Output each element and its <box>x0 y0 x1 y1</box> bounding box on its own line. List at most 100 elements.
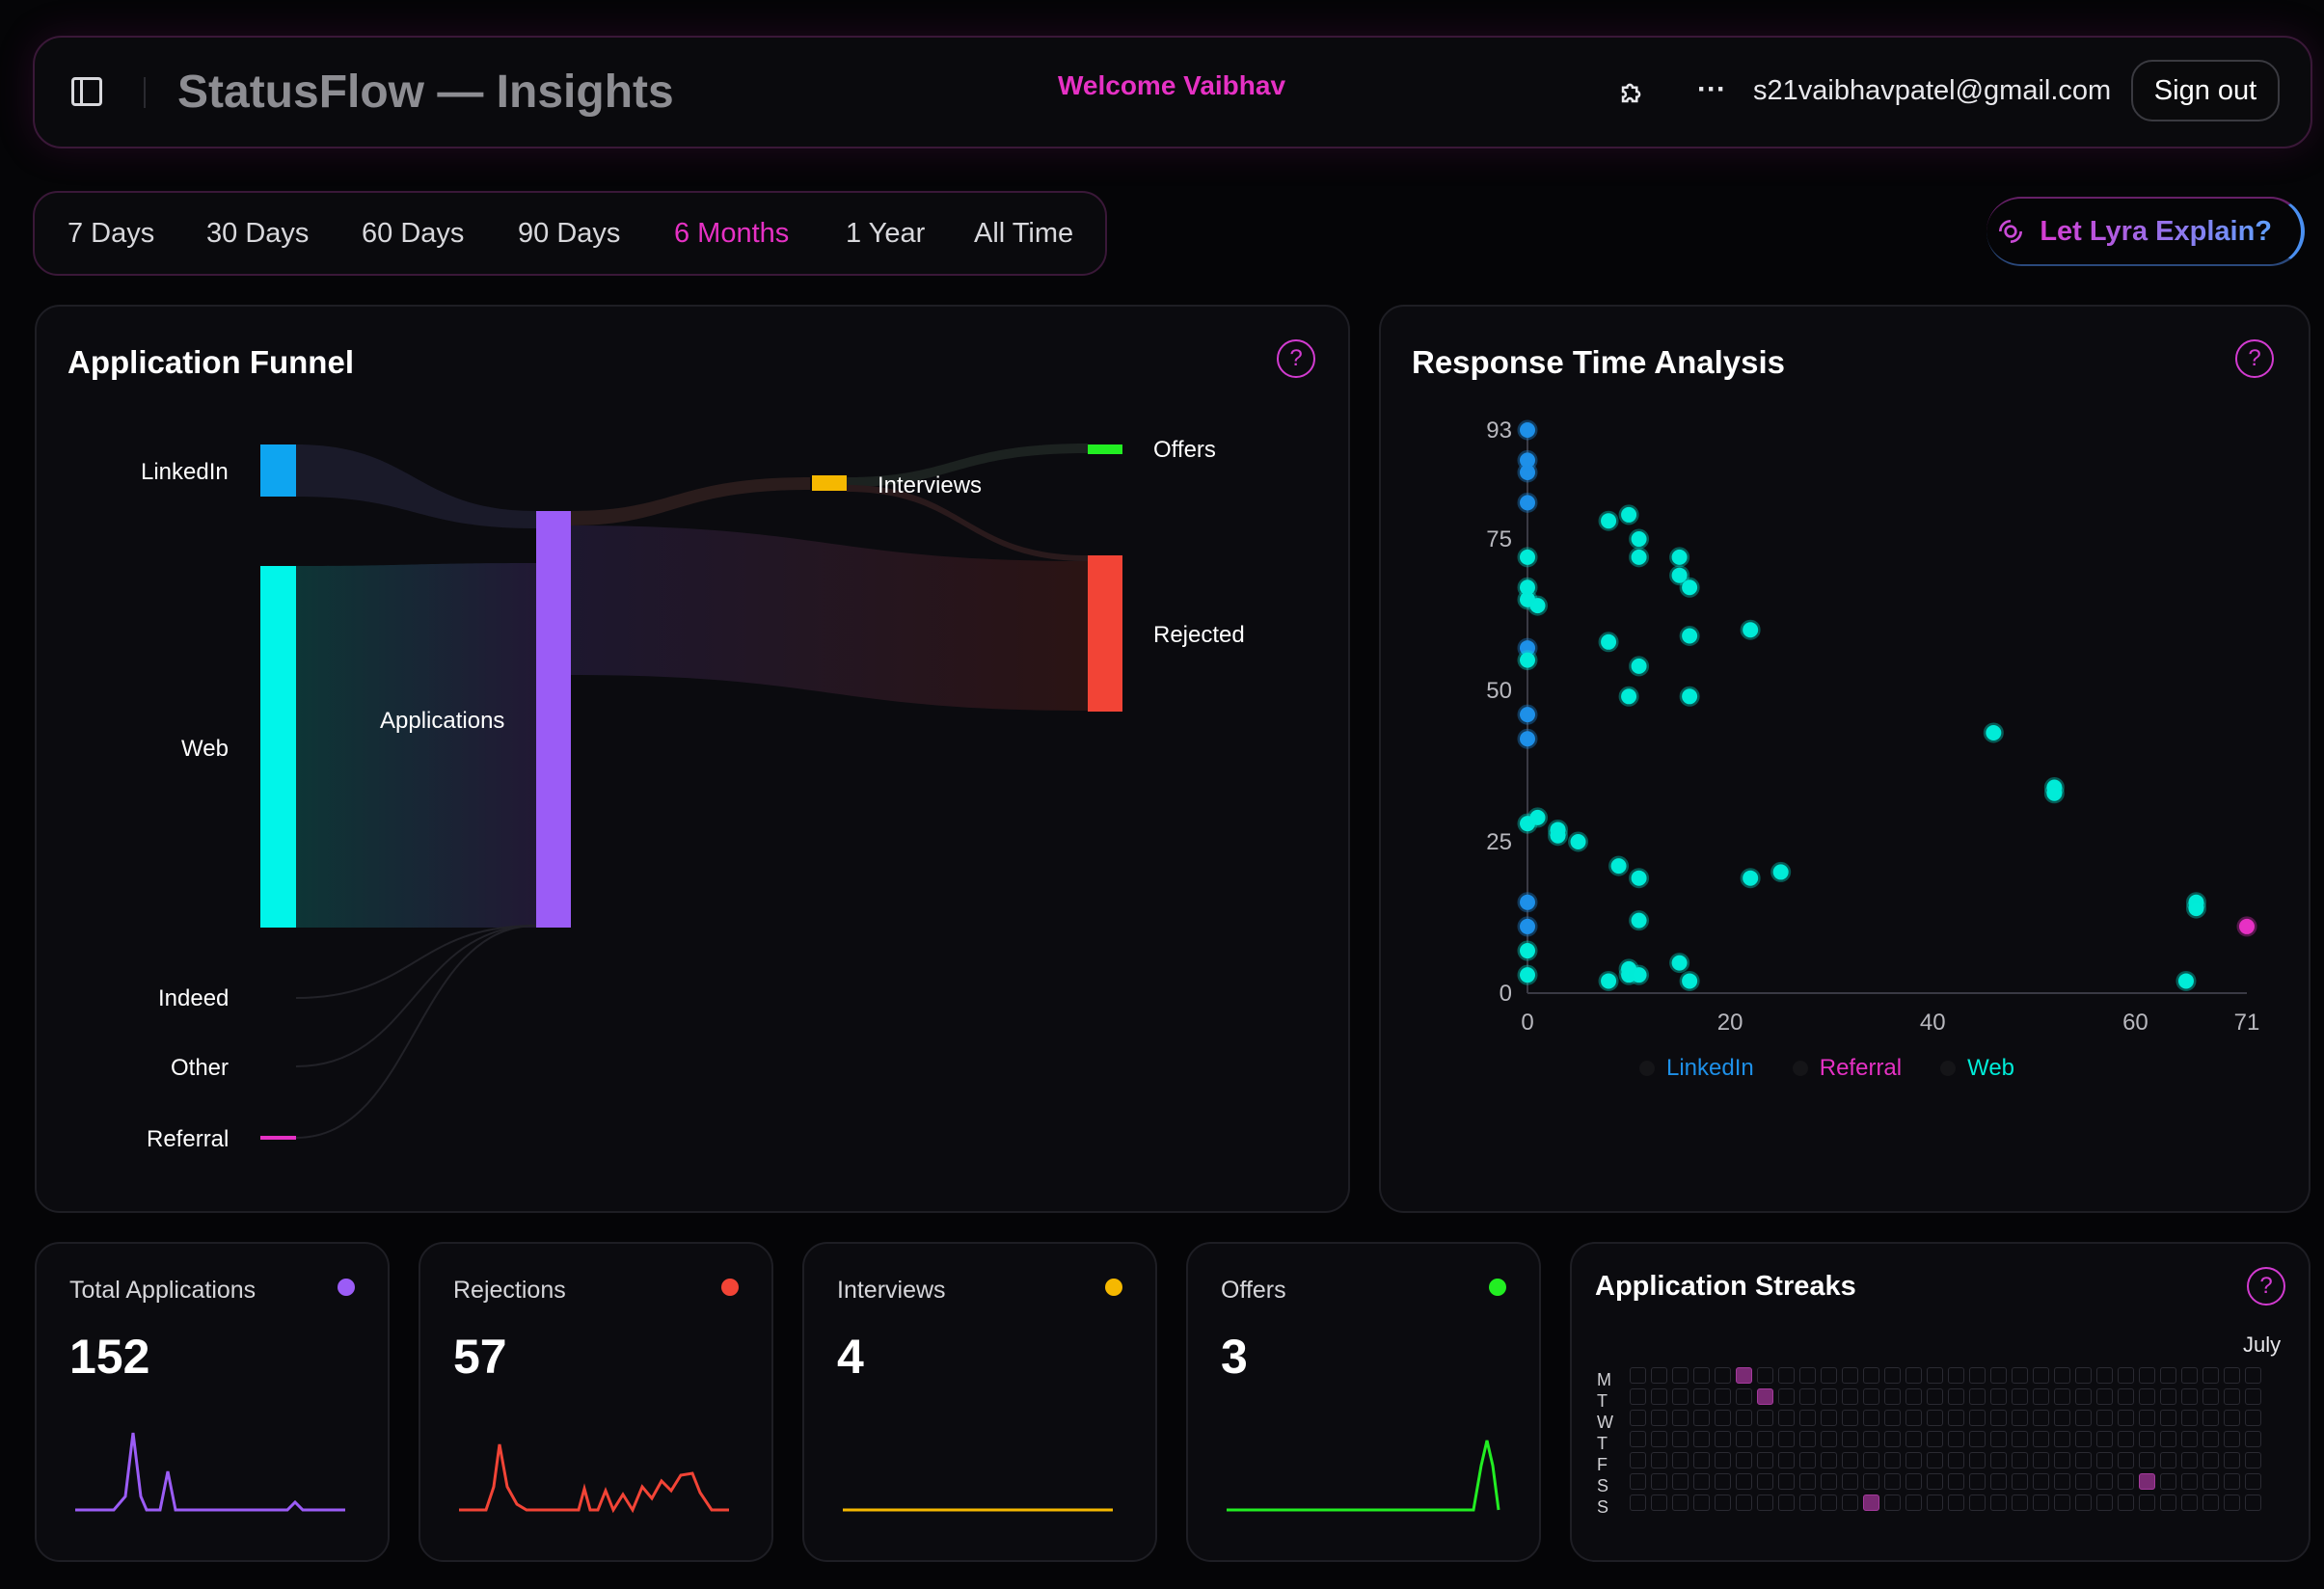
streak-cell <box>1778 1410 1795 1426</box>
streak-cell <box>2245 1452 2261 1468</box>
streak-cell <box>1693 1410 1710 1426</box>
scatter-point-web <box>1669 953 1690 974</box>
flow-interviews-rejected <box>847 485 1088 561</box>
streak-cell <box>2033 1473 2049 1490</box>
streak-cell <box>2245 1431 2261 1447</box>
tab-90-days[interactable]: 90 Days <box>518 218 621 249</box>
puzzle-icon[interactable] <box>1616 75 1649 108</box>
scatter-point-linkedin <box>1517 704 1538 725</box>
label-other: Other <box>171 1055 230 1081</box>
streaks-heatmap <box>1630 1367 2266 1522</box>
stat-indicator-dot <box>721 1279 739 1296</box>
streak-cell <box>2224 1410 2240 1426</box>
streak-day-label: M <box>1597 1370 1611 1389</box>
more-options-icon[interactable]: ··· <box>1697 73 1726 105</box>
streak-cell <box>1863 1410 1879 1426</box>
label-referral: Referral <box>147 1126 230 1152</box>
streak-cell <box>1821 1473 1837 1490</box>
streak-cell <box>1969 1367 1986 1384</box>
streak-cell <box>1884 1473 1901 1490</box>
streak-cell <box>2054 1473 2070 1490</box>
streak-cell <box>1778 1388 1795 1405</box>
tab-all-time[interactable]: All Time <box>974 218 1074 249</box>
sidebar-toggle-icon[interactable] <box>71 77 102 106</box>
y-tick-label: 93 <box>1486 417 1512 444</box>
streak-cell <box>1969 1495 1986 1511</box>
legend-linkedin[interactable]: LinkedIn <box>1639 1055 1754 1082</box>
streak-cell <box>2224 1431 2240 1447</box>
streak-cell <box>2160 1495 2176 1511</box>
streak-cell <box>2096 1410 2113 1426</box>
streak-cell <box>1863 1431 1879 1447</box>
legend-referral[interactable]: Referral <box>1792 1055 1902 1082</box>
streak-cell <box>2054 1367 2070 1384</box>
stat-indicator-dot <box>1105 1279 1122 1296</box>
streak-cell <box>1651 1473 1667 1490</box>
streak-cell <box>1990 1495 2007 1511</box>
tab-1-year[interactable]: 1 Year <box>846 218 926 249</box>
streak-cell <box>2118 1388 2134 1405</box>
streak-cell <box>1948 1495 1964 1511</box>
scatter-point-web <box>1517 964 1538 985</box>
sign-out-button[interactable]: Sign out <box>2131 60 2280 121</box>
streak-cell <box>1799 1431 1816 1447</box>
stat-sparkline <box>1227 1440 1500 1512</box>
streak-cell <box>2012 1431 2028 1447</box>
streak-cell <box>2160 1410 2176 1426</box>
streak-cell <box>2118 1473 2134 1490</box>
streak-cell <box>1672 1495 1689 1511</box>
streak-cell <box>1990 1473 2007 1490</box>
streak-cell <box>2245 1410 2261 1426</box>
time-range-tabs: 7 Days 30 Days 60 Days 90 Days 6 Months … <box>33 191 1107 276</box>
scatter-point-web <box>1770 861 1792 882</box>
streak-cell <box>1905 1367 1922 1384</box>
legend-web[interactable]: Web <box>1940 1055 2014 1082</box>
streak-cell <box>2118 1367 2134 1384</box>
streak-cell <box>1736 1388 1752 1405</box>
tab-7-days[interactable]: 7 Days <box>68 218 155 249</box>
funnel-help-icon[interactable]: ? <box>1277 339 1315 378</box>
flow-referral <box>295 925 537 1139</box>
flow-linkedin-applications <box>296 444 536 528</box>
streak-cell <box>1672 1473 1689 1490</box>
streak-cell <box>1736 1452 1752 1468</box>
streak-day-label: T <box>1597 1434 1608 1453</box>
streak-cell <box>1672 1431 1689 1447</box>
scatter-point-linkedin <box>1517 492 1538 513</box>
streak-cell <box>1651 1367 1667 1384</box>
tab-30-days[interactable]: 30 Days <box>206 218 310 249</box>
response-help-icon[interactable]: ? <box>2235 339 2274 378</box>
streak-cell <box>2012 1473 2028 1490</box>
lyra-icon <box>1999 220 2023 243</box>
streak-cell <box>1969 1473 1986 1490</box>
streak-cell <box>1715 1388 1731 1405</box>
application-funnel-card <box>35 305 1350 1213</box>
tab-60-days[interactable]: 60 Days <box>362 218 465 249</box>
streak-cell <box>2160 1367 2176 1384</box>
scatter-point-web <box>1517 650 1538 671</box>
streak-cell <box>2075 1431 2092 1447</box>
scatter-point-web <box>1629 656 1650 677</box>
streaks-help-icon[interactable]: ? <box>2247 1267 2285 1306</box>
node-applications <box>536 511 571 928</box>
streak-cell <box>1884 1388 1901 1405</box>
streak-cell <box>1778 1473 1795 1490</box>
lyra-explain-button[interactable]: Let Lyra Explain? <box>1986 197 2305 266</box>
scatter-point-web <box>2175 970 2197 991</box>
streak-cell <box>2075 1452 2092 1468</box>
streak-cell <box>1905 1452 1922 1468</box>
scatter-point-web <box>1669 565 1690 586</box>
streak-cell <box>1799 1452 1816 1468</box>
streak-cell <box>1905 1410 1922 1426</box>
streak-cell <box>1884 1452 1901 1468</box>
streak-cell <box>1630 1431 1646 1447</box>
streak-cell <box>1630 1452 1646 1468</box>
streak-cell <box>1757 1388 1773 1405</box>
streak-cell <box>1948 1431 1964 1447</box>
tab-6-months[interactable]: 6 Months <box>674 218 790 249</box>
scatter-point-web <box>1679 577 1700 598</box>
streak-cell <box>2160 1431 2176 1447</box>
streak-cell <box>1842 1431 1858 1447</box>
streak-cell <box>1630 1367 1646 1384</box>
streak-cell <box>2224 1452 2240 1468</box>
